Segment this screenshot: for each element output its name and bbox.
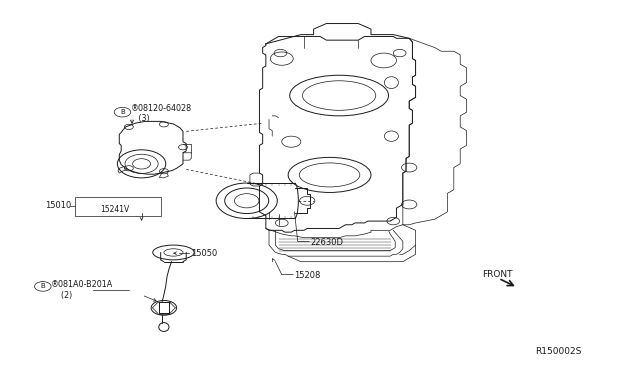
Text: B: B: [40, 283, 45, 289]
Text: 15241V: 15241V: [100, 205, 129, 214]
Text: 15208: 15208: [294, 271, 321, 280]
Text: ®08120-64028
   (3): ®08120-64028 (3): [131, 103, 192, 123]
Text: 15010: 15010: [45, 201, 71, 210]
Text: R150002S: R150002S: [536, 347, 582, 356]
Text: FRONT: FRONT: [483, 270, 513, 279]
Text: ®081A0-B201A
    (2): ®081A0-B201A (2): [51, 280, 113, 300]
Text: B: B: [120, 109, 125, 115]
Bar: [75, 197, 161, 215]
Text: 22630D: 22630D: [310, 238, 344, 247]
Text: 15050: 15050: [191, 249, 218, 258]
